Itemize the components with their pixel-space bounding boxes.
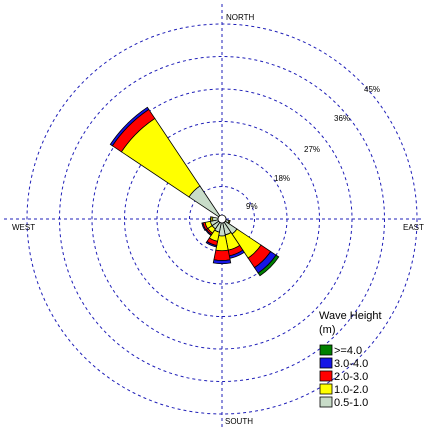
sector-270-bin-2 [210, 216, 212, 222]
sector-112.5-bin-1 [227, 219, 231, 225]
sector-180-deg [212, 220, 232, 265]
ring-label-27: 27% [304, 145, 320, 154]
legend-label-0.5-1: 0.5-1.0 [334, 397, 368, 409]
legend-unit: (m) [319, 324, 336, 336]
legend-swatch-0.5-1 [319, 396, 333, 408]
sector-315-bin-3 [109, 106, 150, 147]
sector-bars [109, 106, 280, 277]
sector-135-bin-4 [257, 254, 280, 277]
legend-swatch-1-2 [319, 383, 333, 395]
direction-label-west: WEST [12, 223, 35, 232]
legend-title: Wave Height [319, 310, 382, 322]
ring-label-36: 36% [334, 114, 350, 123]
legend: Wave Height (m) >=4.0 3.0-4.0 2.0-3.0 1.… [319, 310, 382, 409]
legend-label-3-4: 3.0-4.0 [334, 358, 368, 370]
direction-label-north: NORTH [226, 13, 255, 22]
legend-label-1-2: 1.0-2.0 [334, 384, 368, 396]
sector-180-bin-3 [212, 259, 232, 265]
sector-202.5-bin-3 [205, 240, 218, 248]
center-circle [217, 214, 227, 224]
ring-label-18: 18% [274, 174, 290, 183]
ring-label-9: 9% [246, 202, 258, 211]
legend-swatch-4plus [319, 344, 333, 356]
legend-swatch-3-4 [319, 357, 333, 369]
direction-label-east: EAST [403, 223, 424, 232]
legend-label-4plus: >=4.0 [334, 345, 362, 357]
sector-247.5-bin-3 [201, 222, 207, 231]
legend-label-2-3: 2.0-3.0 [334, 371, 368, 383]
direction-label-south: SOUTH [225, 417, 253, 426]
sector-315-deg [109, 106, 222, 219]
ring-labels: 9% 18% 27% 36% 45% [246, 85, 380, 211]
sector-180-bin-2 [213, 249, 231, 261]
ring-label-45: 45% [364, 85, 380, 94]
legend-swatch-2-3 [319, 370, 333, 382]
